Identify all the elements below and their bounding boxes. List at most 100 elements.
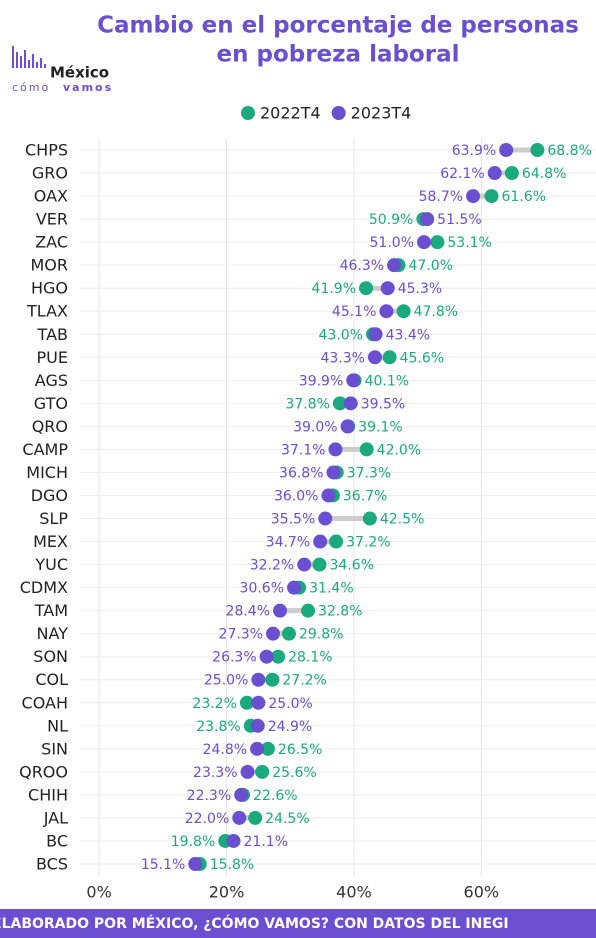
dot [430,235,445,250]
dot [250,718,265,733]
value-label: 26.3% [212,650,256,666]
value-label: 21.1% [244,834,288,850]
value-label: 39.1% [358,419,402,435]
value-label: 23.3% [193,765,237,781]
value-label: 22.0% [185,811,229,827]
logo-bar [20,56,22,68]
value-label: 22.6% [253,788,297,804]
y-tick-label: AGS [35,371,68,390]
value-label: 19.8% [171,834,215,850]
value-label: 36.0% [274,488,318,504]
dot [255,764,270,779]
y-tick-label: COAH [22,693,68,712]
dot [240,764,255,779]
dot [329,534,344,549]
dot [362,511,377,526]
y-tick-label: CHIH [28,785,68,804]
dot [380,281,395,296]
y-tick-label: SLP [39,509,68,528]
value-label: 35.5% [271,512,315,528]
y-tick-label: BCS [36,855,68,874]
value-label: 45.6% [400,350,444,366]
dot [188,857,203,871]
y-tick-label: CDMX [20,578,68,597]
x-tick-label: 20% [209,883,245,902]
value-label: 41.9% [312,281,356,297]
value-label: 61.6% [502,189,546,205]
chart-title: en pobreza laboral [217,42,460,68]
dot [281,626,296,641]
legend-marker [331,106,346,120]
dot [326,465,341,480]
value-label: 39.5% [361,396,405,412]
value-label: 63.9% [452,143,496,159]
dot [328,442,343,457]
y-tick-label: GTO [34,394,68,413]
value-label: 53.1% [447,235,491,251]
value-label: 25.0% [268,696,312,712]
y-tick-label: DGO [31,486,68,505]
dot [234,787,249,802]
value-label: 32.2% [250,558,294,574]
value-label: 47.8% [414,304,458,320]
logo-bar [36,62,38,68]
dot [273,603,288,618]
logo-bar [28,60,30,68]
dot [271,649,286,664]
value-label: 37.1% [281,442,325,458]
y-tick-label: JAL [43,808,68,827]
dot [250,741,265,756]
value-label: 29.8% [299,627,343,643]
value-label: 43.0% [319,327,363,343]
value-label: 51.5% [437,212,481,228]
value-label: 39.0% [293,419,337,435]
dot [420,212,435,227]
legend-marker [241,106,255,120]
value-label: 28.1% [288,650,332,666]
logo-bar [44,64,46,68]
value-label: 23.8% [196,719,240,735]
y-tick-label: NL [47,716,68,735]
value-label: 42.0% [377,442,421,458]
y-tick-label: BC [46,831,68,850]
dot [226,833,241,848]
y-tick-label: NAY [37,624,69,643]
value-label: 50.9% [369,212,413,228]
dot [260,741,275,756]
plot-area: 0% 20% 40% 60% CHPS 68.8% 63.9% GRO 64.8% 62.1% OA… [19,138,596,902]
value-label: 64.8% [522,166,566,182]
dot [332,396,347,411]
value-label: 27.2% [282,673,326,689]
dot [239,695,254,710]
y-tick-label: TAM [34,601,68,620]
value-label: 39.9% [299,373,343,389]
y-tick-label: CHPS [25,141,68,160]
footer-bar [0,909,596,938]
logo-bar [40,58,42,68]
dot [466,189,481,204]
value-label: 58.7% [419,189,463,205]
value-label: 37.8% [285,396,329,412]
value-label: 25.0% [204,673,248,689]
dot [321,488,336,503]
dot [297,557,312,572]
value-label: 23.2% [192,696,236,712]
dot [359,281,374,296]
value-label: 42.5% [380,512,424,528]
dot [287,580,302,595]
dot [368,327,383,342]
y-tick-label: MICH [26,463,68,482]
logo-bar [24,50,26,68]
value-label: 37.3% [347,465,391,481]
dot [487,166,502,181]
y-tick-label: MEX [33,532,68,551]
value-label: 34.6% [330,558,374,574]
footer-text: ELABORADO POR MÉXICO, ¿CÓMO VAMOS? CON D… [0,914,509,932]
value-label: 36.7% [343,488,387,504]
legend-label: 2023T4 [351,104,412,123]
dot [266,626,281,641]
value-label: 47.0% [409,258,453,274]
dot [382,350,397,365]
y-tick-label: MOR [30,256,68,275]
